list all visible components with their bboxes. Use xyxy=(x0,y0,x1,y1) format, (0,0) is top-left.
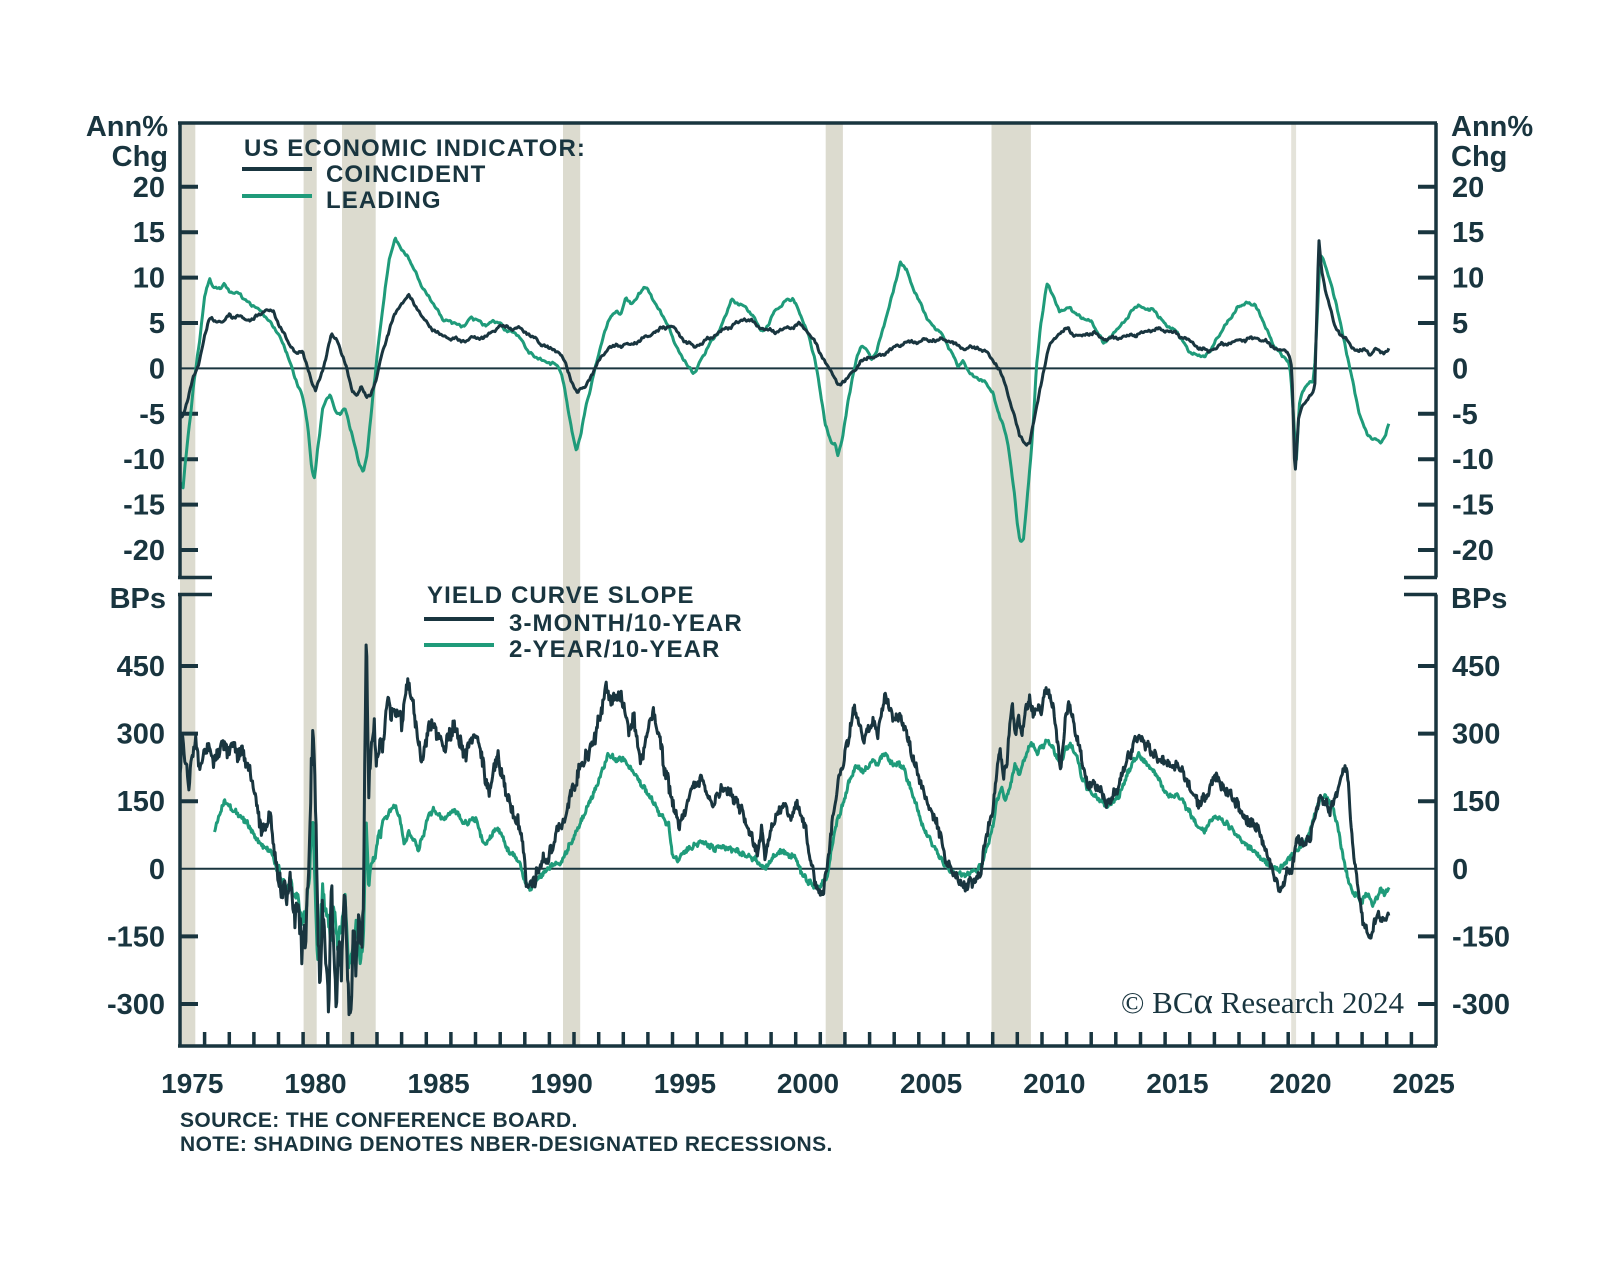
svg-text:1980: 1980 xyxy=(284,1068,346,1099)
svg-text:COINCIDENT: COINCIDENT xyxy=(326,161,486,188)
svg-text:2010: 2010 xyxy=(1023,1068,1085,1099)
svg-text:-150: -150 xyxy=(1452,921,1510,953)
svg-text:Chg: Chg xyxy=(112,141,168,173)
svg-text:-10: -10 xyxy=(1452,444,1494,476)
svg-text:20: 20 xyxy=(133,172,165,204)
svg-text:-5: -5 xyxy=(1452,399,1478,431)
svg-text:2015: 2015 xyxy=(1146,1068,1208,1099)
svg-text:150: 150 xyxy=(117,786,165,818)
svg-text:2005: 2005 xyxy=(900,1068,962,1099)
svg-text:10: 10 xyxy=(133,263,165,295)
svg-text:450: 450 xyxy=(1452,651,1500,683)
svg-text:-15: -15 xyxy=(123,490,165,522)
svg-text:BPs: BPs xyxy=(110,583,166,615)
svg-text:-20: -20 xyxy=(1452,535,1494,567)
svg-text:Ann%: Ann% xyxy=(86,111,168,143)
svg-text:15: 15 xyxy=(133,217,165,249)
svg-text:1990: 1990 xyxy=(531,1068,593,1099)
svg-text:NOTE: SHADING DENOTES NBER-DES: NOTE: SHADING DENOTES NBER-DESIGNATED RE… xyxy=(180,1133,833,1156)
svg-text:BPs: BPs xyxy=(1451,583,1507,615)
svg-text:YIELD CURVE SLOPE: YIELD CURVE SLOPE xyxy=(427,582,695,609)
svg-text:0: 0 xyxy=(1452,353,1468,385)
svg-text:-300: -300 xyxy=(107,989,165,1021)
svg-text:-150: -150 xyxy=(107,921,165,953)
svg-text:LEADING: LEADING xyxy=(326,187,442,214)
svg-text:Ann%: Ann% xyxy=(1451,111,1533,143)
svg-text:© BCα Research 2024: © BCα Research 2024 xyxy=(1121,981,1405,1022)
svg-text:0: 0 xyxy=(149,353,165,385)
svg-text:SOURCE: THE CONFERENCE BOARD.: SOURCE: THE CONFERENCE BOARD. xyxy=(180,1109,578,1132)
svg-text:-5: -5 xyxy=(139,399,165,431)
svg-text:0: 0 xyxy=(1452,854,1468,886)
svg-text:15: 15 xyxy=(1452,217,1484,249)
svg-text:2000: 2000 xyxy=(777,1068,839,1099)
svg-text:450: 450 xyxy=(117,651,165,683)
svg-text:300: 300 xyxy=(1452,719,1500,751)
svg-text:2025: 2025 xyxy=(1393,1068,1455,1099)
svg-text:10: 10 xyxy=(1452,263,1484,295)
svg-text:150: 150 xyxy=(1452,786,1500,818)
svg-text:5: 5 xyxy=(149,308,165,340)
svg-text:0: 0 xyxy=(149,854,165,886)
svg-text:-15: -15 xyxy=(1452,490,1494,522)
svg-text:US ECONOMIC INDICATOR:: US ECONOMIC INDICATOR: xyxy=(244,135,586,162)
svg-text:-10: -10 xyxy=(123,444,165,476)
svg-text:1985: 1985 xyxy=(407,1068,469,1099)
svg-text:2020: 2020 xyxy=(1269,1068,1331,1099)
svg-text:Chg: Chg xyxy=(1451,141,1507,173)
svg-text:2-YEAR/10-YEAR: 2-YEAR/10-YEAR xyxy=(509,636,720,663)
svg-text:-300: -300 xyxy=(1452,989,1510,1021)
svg-text:1995: 1995 xyxy=(654,1068,716,1099)
svg-text:3-MONTH/10-YEAR: 3-MONTH/10-YEAR xyxy=(509,610,743,637)
svg-text:5: 5 xyxy=(1452,308,1468,340)
svg-text:1975: 1975 xyxy=(161,1068,223,1099)
svg-text:300: 300 xyxy=(117,719,165,751)
svg-text:-20: -20 xyxy=(123,535,165,567)
svg-text:20: 20 xyxy=(1452,172,1484,204)
